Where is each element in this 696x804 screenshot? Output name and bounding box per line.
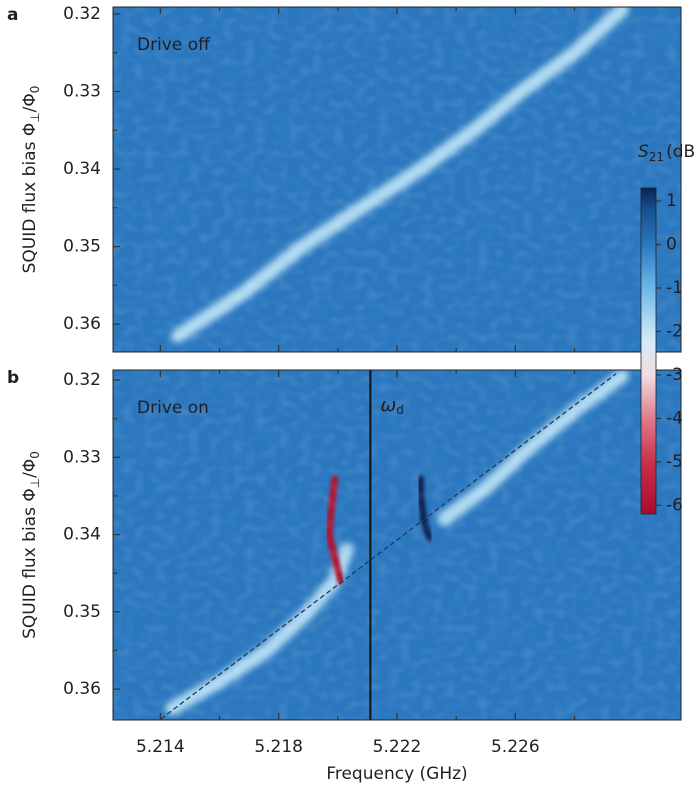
y-tick-label: 0.36	[63, 679, 101, 699]
colorbar-label: S21(dB)	[638, 142, 696, 164]
colorbar-tick-label: -4	[666, 408, 683, 428]
y-tick-label: 0.32	[63, 370, 101, 390]
y-tick-label: 0.36	[63, 314, 101, 334]
colorbar-tick-label: -6	[666, 495, 683, 515]
colorbar-tick-label: 0	[666, 235, 677, 255]
guide-line	[158, 373, 617, 720]
heatmap-panel	[113, 370, 681, 720]
colorbar-tick-label: -3	[666, 365, 683, 385]
x-axis-label: Frequency (GHz)	[326, 764, 467, 784]
y-axis-label-part: SQUID flux bias Φ	[20, 123, 40, 274]
colorbar-tick-label: -2	[666, 321, 683, 341]
colorbar-tick-label: -5	[666, 452, 683, 472]
y-tick-label: 0.34	[63, 159, 101, 179]
noise-texture	[113, 370, 681, 720]
y-axis-label-sub: ⊥	[28, 478, 42, 488]
panel-annotation: Drive on	[137, 398, 209, 418]
y-axis-label-part: SQUID flux bias Φ	[20, 488, 40, 639]
colorbar-tick-label: -1	[666, 278, 683, 298]
panel-annotation: Drive off	[137, 35, 211, 55]
y-axis-label-part: /Φ	[20, 93, 40, 112]
colorbar-label-symbol: S	[638, 142, 649, 162]
colorbar-label-sub: 21	[649, 150, 664, 164]
x-tick-label: 5.218	[254, 737, 303, 757]
y-tick-label: 0.33	[63, 447, 101, 467]
y-axis-label-sub: 0	[28, 451, 42, 459]
panel-label: a	[7, 5, 18, 25]
noise-texture	[113, 7, 681, 352]
drive-label: ωd	[380, 394, 404, 417]
y-tick-label: 0.33	[63, 82, 101, 102]
y-tick-label: 0.35	[63, 237, 101, 257]
drive-label-symbol: ω	[380, 394, 396, 416]
x-tick-label: 5.222	[373, 737, 422, 757]
y-axis-label: SQUID flux bias Φ⊥/Φ0	[20, 451, 42, 639]
x-tick-label: 5.214	[136, 737, 185, 757]
x-tick-label: 5.226	[491, 737, 540, 757]
colorbar-label-unit: (dB)	[666, 142, 696, 162]
colorbar	[640, 187, 657, 515]
y-axis-label-sub: 0	[28, 86, 42, 94]
panel-label: b	[7, 368, 19, 388]
colorbar-tick-label: 1	[666, 191, 677, 211]
heatmap-panel	[113, 7, 681, 352]
y-tick-label: 0.34	[63, 525, 101, 545]
y-axis-label-sub: ⊥	[28, 112, 42, 122]
y-tick-label: 0.35	[63, 602, 101, 622]
y-tick-label: 0.32	[63, 4, 101, 24]
y-axis-label-part: /Φ	[20, 459, 40, 478]
drive-label-sub: d	[396, 403, 404, 417]
y-axis-label: SQUID flux bias Φ⊥/Φ0	[20, 86, 42, 274]
